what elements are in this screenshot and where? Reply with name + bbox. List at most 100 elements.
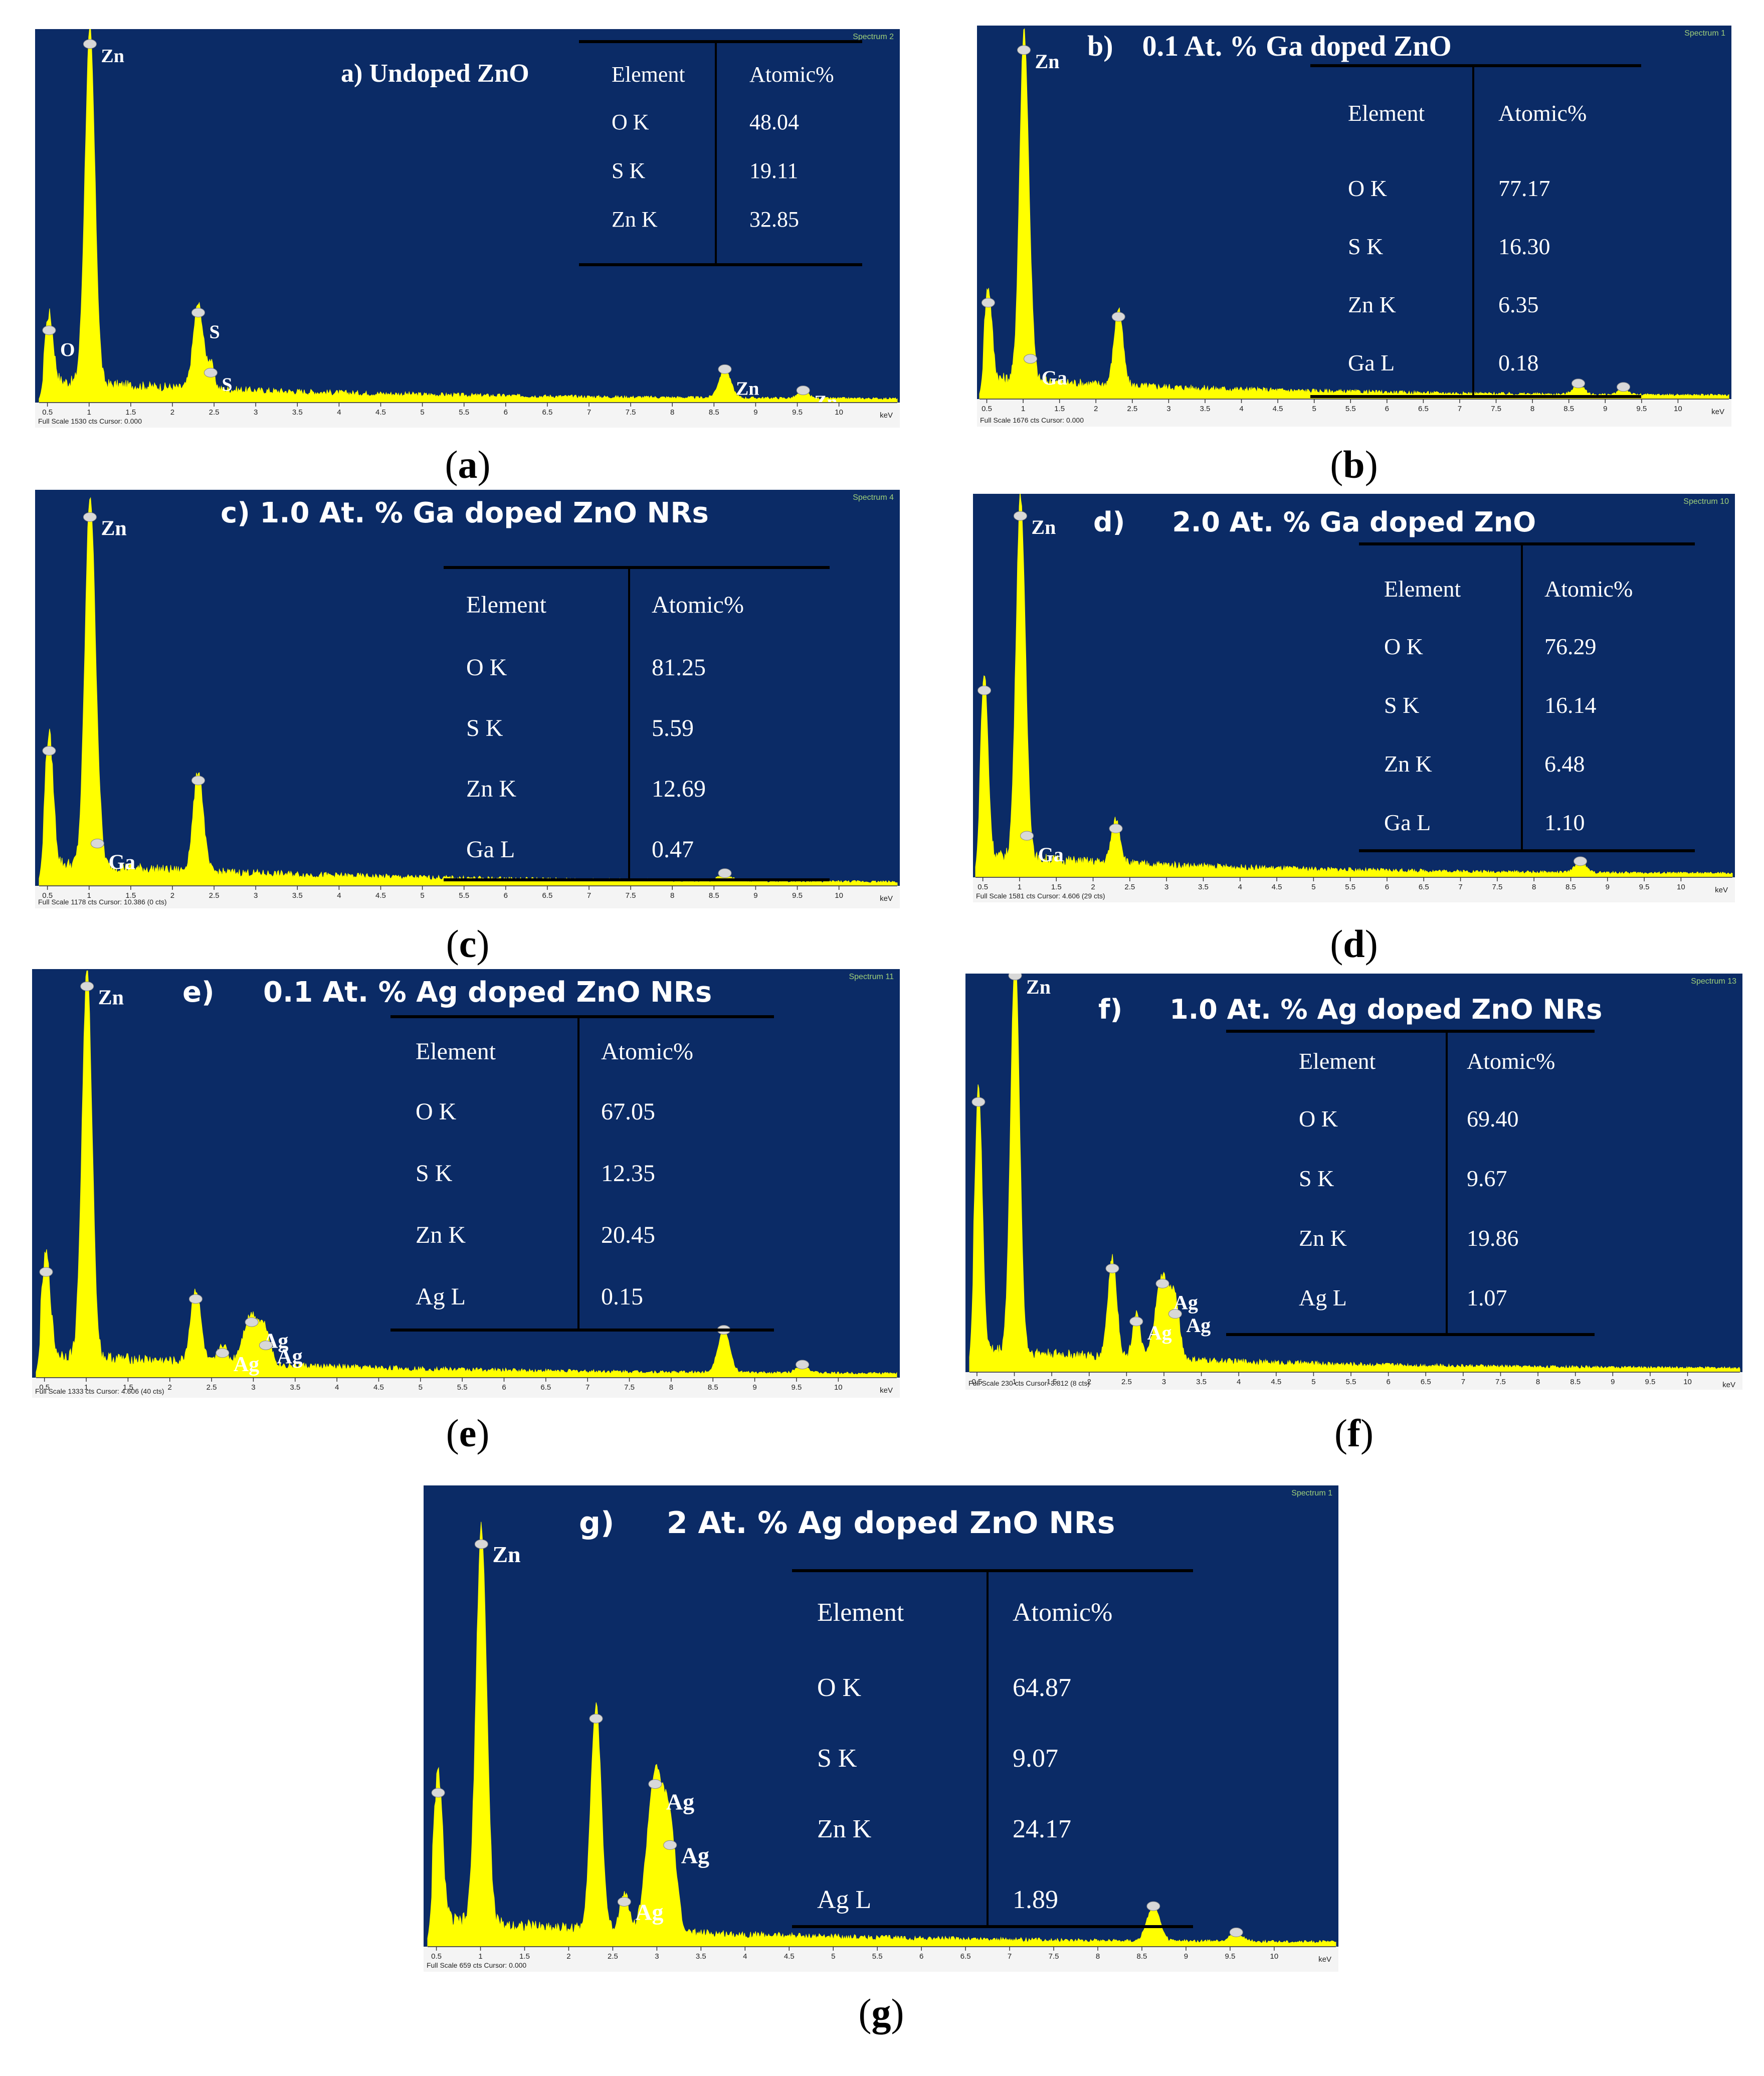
- panel-b: Spectrum 1 Zn Ga 0.5 1 1.5 2 2.5 3 3.5 4 4.5 5 5.5 6 6.…: [977, 26, 1731, 427]
- peak-label: Ag: [234, 1353, 259, 1376]
- panel-e: Spectrum 11 Zn Ag Ag Ag 0.5 1 1.5 2 2.5 3 3.5 4 4.5 5 5…: [32, 969, 900, 1398]
- x-tick-label: 2: [170, 891, 174, 900]
- chart-title: a) Undoped ZnO: [341, 59, 529, 88]
- x-tick-label: 4: [1239, 405, 1243, 413]
- table-cell-value: 24.17: [1013, 1815, 1071, 1843]
- x-tick-label: 2: [1087, 1378, 1091, 1386]
- peak-marker: [204, 367, 218, 378]
- x-tick-label: 5.5: [459, 891, 469, 900]
- spectrum-trace: [969, 974, 1740, 1373]
- table-cell-value: 76.29: [1544, 634, 1597, 659]
- x-tick-label: 2: [1091, 883, 1095, 891]
- x-tick-label: 6: [1386, 1378, 1390, 1386]
- x-tick-label: 7.5: [626, 408, 636, 417]
- x-tick-label: 3.5: [290, 1383, 300, 1392]
- table-cell-value: 64.87: [1013, 1673, 1071, 1702]
- peak-label: Ag: [1186, 1314, 1211, 1337]
- axis-strip: [977, 399, 1731, 427]
- x-tick-label: 3.5: [292, 408, 303, 417]
- peak-marker: [1105, 1263, 1119, 1273]
- x-tick-label: 2: [168, 1383, 172, 1392]
- x-tick-label: 4: [337, 408, 341, 417]
- peak-label: Ag: [1147, 1322, 1172, 1344]
- spectrum-chart-b: Spectrum 1 Zn Ga 0.5 1 1.5 2 2.5 3 3.5 4 4.5 5 5.5 6 6.…: [977, 28, 1731, 427]
- peak-marker: [245, 1317, 259, 1327]
- x-tick-label: 7: [1008, 1952, 1012, 1961]
- x-tick-label: 9.5: [792, 1383, 802, 1392]
- x-tick-label: 0.5: [42, 408, 53, 417]
- x-tick-label: 1: [1012, 1378, 1016, 1386]
- x-tick-label: 6.5: [540, 1383, 551, 1392]
- x-tick-label: 9: [753, 408, 757, 417]
- peak-marker: [971, 1097, 986, 1107]
- peak-marker: [188, 1294, 203, 1304]
- x-tick-label: 3: [655, 1952, 659, 1961]
- peak-marker: [796, 1360, 810, 1370]
- x-tick-label: 0.5: [42, 891, 53, 900]
- table-header: Element: [466, 592, 547, 618]
- x-tick-label: 0.5: [977, 883, 988, 891]
- chart-title: c) 1.0 At. % Ga doped ZnO NRs: [221, 497, 709, 529]
- x-tick-label: 2.5: [1121, 1378, 1132, 1386]
- table-cell-value: 6.48: [1544, 751, 1585, 777]
- x-tick-label: 9.5: [1225, 1952, 1235, 1961]
- table-cell-element: Ag L: [817, 1885, 871, 1914]
- spectrum-chart-c: Spectrum 4 Zn Ga 0.5 1 1.5 2 2.5 3 3.5 4 4.5 5 5.5 6 6.…: [35, 493, 900, 908]
- peak-marker: [83, 39, 97, 49]
- x-tick-label: 4.5: [373, 1383, 384, 1392]
- x-tick-label: 6.5: [542, 891, 552, 900]
- table-cell-value: 32.85: [749, 207, 799, 232]
- table-header: Element: [1299, 1048, 1376, 1074]
- table-cell-element: O K: [817, 1673, 862, 1702]
- x-tick-label: 1.5: [519, 1952, 530, 1961]
- peak-label: Ga: [1038, 843, 1064, 866]
- x-tick-label: 8: [1536, 1378, 1540, 1386]
- table-cell-element: S K: [1348, 234, 1383, 259]
- table-cell-value: 69.40: [1467, 1106, 1519, 1131]
- axis-strip: [424, 1947, 1338, 1972]
- x-tick-label: 5.5: [872, 1952, 883, 1961]
- x-tick-label: 4: [1238, 883, 1242, 891]
- table-cell-element: O K: [416, 1098, 457, 1125]
- footer-text: Full Scale 659 cts Cursor: 0.000: [427, 1961, 526, 1969]
- x-tick-label: 1: [478, 1952, 482, 1961]
- x-tick-label: 0.5: [982, 405, 992, 413]
- x-tick-label: 1: [84, 1383, 88, 1392]
- peak-marker: [1017, 45, 1031, 55]
- x-axis-unit: keV: [1318, 1955, 1331, 1964]
- x-tick-label: 3.5: [1200, 405, 1211, 413]
- peak-marker: [981, 298, 995, 308]
- peak-label: Zn: [101, 46, 124, 67]
- spectrum-label: Spectrum 2: [853, 33, 894, 41]
- x-tick-label: 1: [87, 891, 91, 900]
- x-tick-label: 4.5: [1271, 1378, 1281, 1386]
- x-axis-unit: keV: [1711, 408, 1724, 416]
- x-tick-label: 3: [254, 408, 258, 417]
- table-cell-value: 0.47: [652, 836, 694, 863]
- table-cell-element: O K: [1348, 175, 1387, 201]
- peak-marker: [1129, 1316, 1143, 1327]
- peak-label: S: [209, 322, 220, 343]
- x-tick-label: 4.5: [375, 891, 386, 900]
- peak-marker: [1020, 831, 1034, 841]
- chart-title: g) 2 At. % Ag doped ZnO NRs: [579, 1505, 1115, 1541]
- x-tick-label: 6: [919, 1952, 923, 1961]
- table-cell-value: 12.69: [652, 776, 706, 802]
- x-tick-label: 5: [419, 1383, 423, 1392]
- x-tick-label: 1: [87, 408, 91, 417]
- peak-marker: [216, 1348, 230, 1358]
- table-cell-value: 16.30: [1498, 234, 1550, 259]
- footer-text: Full Scale 1676 cts Cursor: 0.000: [980, 416, 1084, 424]
- x-tick-label: 0.5: [971, 1378, 982, 1386]
- table-header: Element: [612, 62, 685, 87]
- spectrum-trace: [39, 29, 898, 403]
- peak-marker: [1146, 1901, 1160, 1911]
- caption-c: (c): [446, 922, 490, 966]
- x-tick-label: 5: [1311, 1378, 1315, 1386]
- table-cell-element: Zn K: [466, 776, 516, 802]
- spectrum-trace: [39, 497, 898, 886]
- x-tick-label: 2.5: [608, 1952, 618, 1961]
- peak-marker: [80, 981, 94, 991]
- peak-marker: [617, 1897, 631, 1907]
- peak-marker: [1229, 1927, 1243, 1937]
